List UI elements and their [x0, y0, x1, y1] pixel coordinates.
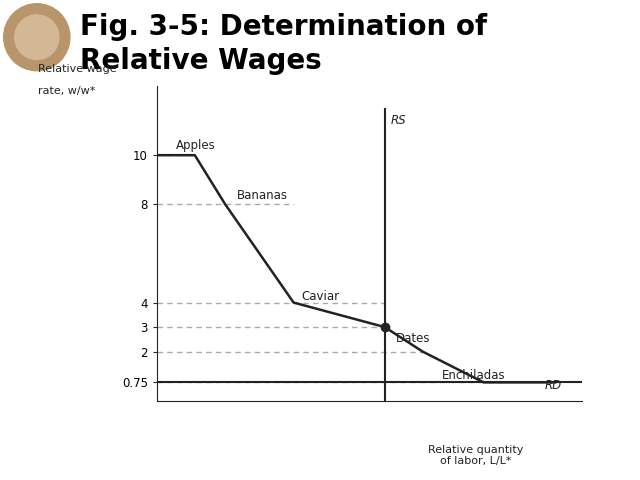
Text: rate, w/w*: rate, w/w* — [38, 86, 95, 96]
Circle shape — [4, 4, 70, 71]
Text: © Pearson Education Limited 2015. All rights reserved.: © Pearson Education Limited 2015. All ri… — [13, 460, 282, 470]
Text: Dates: Dates — [396, 332, 431, 345]
Text: Apples: Apples — [176, 139, 216, 152]
Circle shape — [15, 15, 59, 60]
Text: RD: RD — [545, 379, 561, 392]
Text: Fig. 3-5: Determination of
Relative Wages: Fig. 3-5: Determination of Relative Wage… — [80, 13, 487, 75]
Text: Relative quantity
of labor, L/L*: Relative quantity of labor, L/L* — [428, 445, 524, 467]
Text: Enchiladas: Enchiladas — [442, 369, 506, 382]
Text: Relative wage: Relative wage — [38, 64, 116, 74]
Text: 1-74: 1-74 — [605, 460, 627, 470]
Text: Caviar: Caviar — [301, 290, 339, 303]
Text: Bananas: Bananas — [237, 189, 287, 202]
Text: RS: RS — [390, 114, 406, 127]
